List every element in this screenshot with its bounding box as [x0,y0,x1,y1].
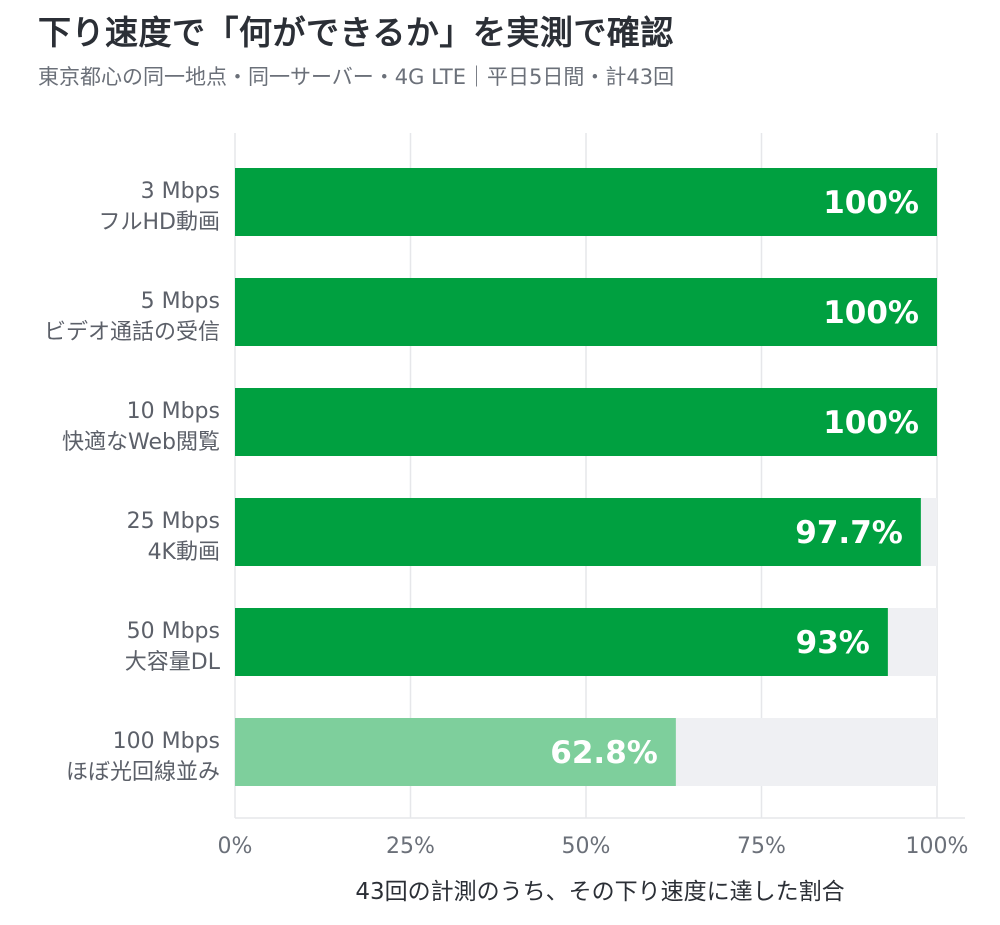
category-label: 3 Mbps フルHD動画 [99,179,220,235]
x-tick-label: 100% [906,834,969,859]
category-label-line: 25 Mbps [127,509,220,534]
category-label-line: 大容量DL [125,650,221,675]
bar [235,278,937,346]
category-label: 50 Mbps 大容量DL [125,619,221,675]
category-label-line: フルHD動画 [99,210,220,235]
category-label: 25 Mbps 4K動画 [127,509,220,565]
x-axis-title: 43回の計測のうち、その下り速度に達した割合 [355,879,844,905]
category-label-line: 4K動画 [148,540,220,565]
x-tick-label: 50% [562,834,611,859]
bar [235,498,921,566]
category-label-line: 100 Mbps [113,729,220,754]
bar [235,168,937,236]
chart-title: 下り速度で「何ができるか」を実測で確認 [38,13,674,52]
bar-value-label: 100% [823,185,919,221]
category-label-line: ほぼ光回線並み [66,760,220,785]
category-label-line: 3 Mbps [141,179,220,204]
category-label-line: 50 Mbps [127,619,220,644]
bar-value-label: 100% [823,405,919,441]
x-tick-label: 75% [737,834,786,859]
category-label-line: 快適なWeb閲覧 [62,430,220,455]
chart-subtitle: 東京都心の同一地点・同一サーバー・4G LTE｜平日5日間・計43回 [38,65,675,89]
x-tick-label: 0% [218,834,253,859]
bar [235,718,676,786]
bar-value-label: 62.8% [550,735,658,771]
category-label: 5 Mbps ビデオ通話の受信 [44,289,220,345]
bar [235,388,937,456]
category-label: 100 Mbps ほぼ光回線並み [66,729,220,785]
category-label-line: 5 Mbps [141,289,220,314]
bar-value-label: 97.7% [795,515,903,551]
x-tick-label: 25% [386,834,435,859]
category-label-line: 10 Mbps [127,399,220,424]
bar [235,608,888,676]
category-label-line: ビデオ通話の受信 [44,320,220,345]
category-label: 10 Mbps 快適なWeb閲覧 [62,399,220,455]
bar-value-label: 100% [823,295,919,331]
bar-value-label: 93% [796,625,870,661]
